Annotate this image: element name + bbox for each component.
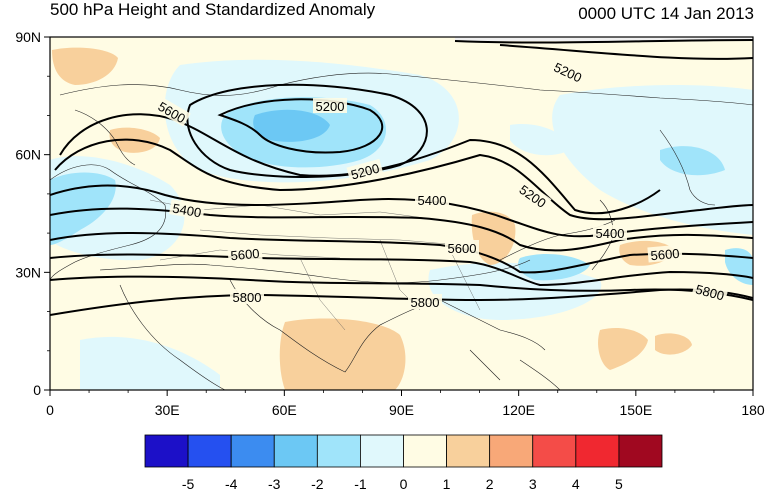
x-tick-label: 30E (155, 402, 180, 418)
colorbar-label: -4 (225, 476, 238, 491)
polar-band (455, 37, 753, 41)
colorbar-label: 2 (486, 476, 494, 491)
anomaly-tan (52, 47, 692, 390)
y-tick-label: 0 (33, 382, 41, 398)
contour-label: 5800 (408, 294, 442, 310)
svg-text:5800: 5800 (411, 295, 440, 310)
colorbar-label: 1 (443, 476, 451, 491)
colorbar-swatch (446, 434, 491, 468)
colorbar-swatch (273, 434, 318, 468)
colorbar-label: 3 (529, 476, 537, 491)
x-tick-label: 120E (502, 402, 535, 418)
contour-label: 5600 (647, 244, 683, 263)
contour-label: 5600 (227, 244, 263, 263)
x-tick-label: 90E (389, 402, 414, 418)
svg-text:5200: 5200 (349, 160, 381, 182)
x-tick-label: 180 (741, 402, 765, 418)
colorbar-label: -5 (182, 476, 195, 491)
colorbar-label: -3 (268, 476, 281, 491)
contour-label: 5800 (691, 279, 729, 303)
contour-label: 5400 (415, 192, 449, 208)
chart-title: 500 hPa Height and Standardized Anomaly (50, 0, 376, 19)
contour-label: 5200 (346, 158, 384, 182)
chart-timestamp: 0000 UTC 14 Jan 2013 (578, 4, 754, 23)
colorbar-swatch (618, 434, 663, 468)
x-tick-label: 150E (619, 402, 652, 418)
colorbar-swatch (360, 434, 404, 468)
contour-label: 5200 (313, 98, 347, 114)
contour-label: 5800 (230, 289, 264, 305)
colorbar-swatch (316, 434, 361, 468)
contour-label: 5600 (445, 240, 479, 256)
colorbar-label: -2 (311, 476, 324, 491)
y-tick-label: 30N (15, 264, 41, 280)
colorbar-swatch (575, 434, 620, 468)
colorbar-swatch (532, 434, 577, 468)
x-tick-label: 0 (46, 402, 54, 418)
svg-text:5400: 5400 (171, 201, 202, 221)
colorbar-swatch (230, 434, 275, 468)
y-axis: 0 30N 60N 90N (15, 29, 50, 398)
svg-text:5600: 5600 (650, 246, 680, 263)
x-axis: 0 30E 60E 90E 120E 150E 180 (46, 390, 765, 418)
svg-text:5800: 5800 (694, 281, 726, 303)
x-tick-label: 60E (272, 402, 297, 418)
coastlines (50, 72, 753, 390)
svg-text:5800: 5800 (233, 290, 262, 305)
contour-label: 5400 (169, 199, 206, 221)
y-tick-label: 60N (15, 147, 41, 163)
contour-label: 5400 (593, 225, 627, 241)
colorbar-label: 5 (615, 476, 623, 491)
svg-text:5400: 5400 (418, 193, 447, 208)
colorbar-swatch (187, 434, 232, 468)
colorbar-swatch (489, 434, 534, 468)
svg-text:5600: 5600 (448, 241, 477, 256)
colorbar-swatch (403, 434, 447, 468)
colorbar-label: 0 (400, 476, 408, 491)
svg-text:5200: 5200 (316, 99, 345, 114)
colorbar-swatch (144, 434, 189, 468)
anomaly-medium-blue (253, 109, 330, 142)
svg-text:5400: 5400 (596, 226, 625, 241)
svg-text:5600: 5600 (230, 246, 260, 263)
colorbar-label: -1 (354, 476, 367, 491)
colorbar-label: 4 (572, 476, 580, 491)
y-tick-label: 90N (15, 29, 41, 45)
colorbar: -5 -4 -3 -2 -1 0 1 2 3 4 5 (144, 434, 663, 491)
